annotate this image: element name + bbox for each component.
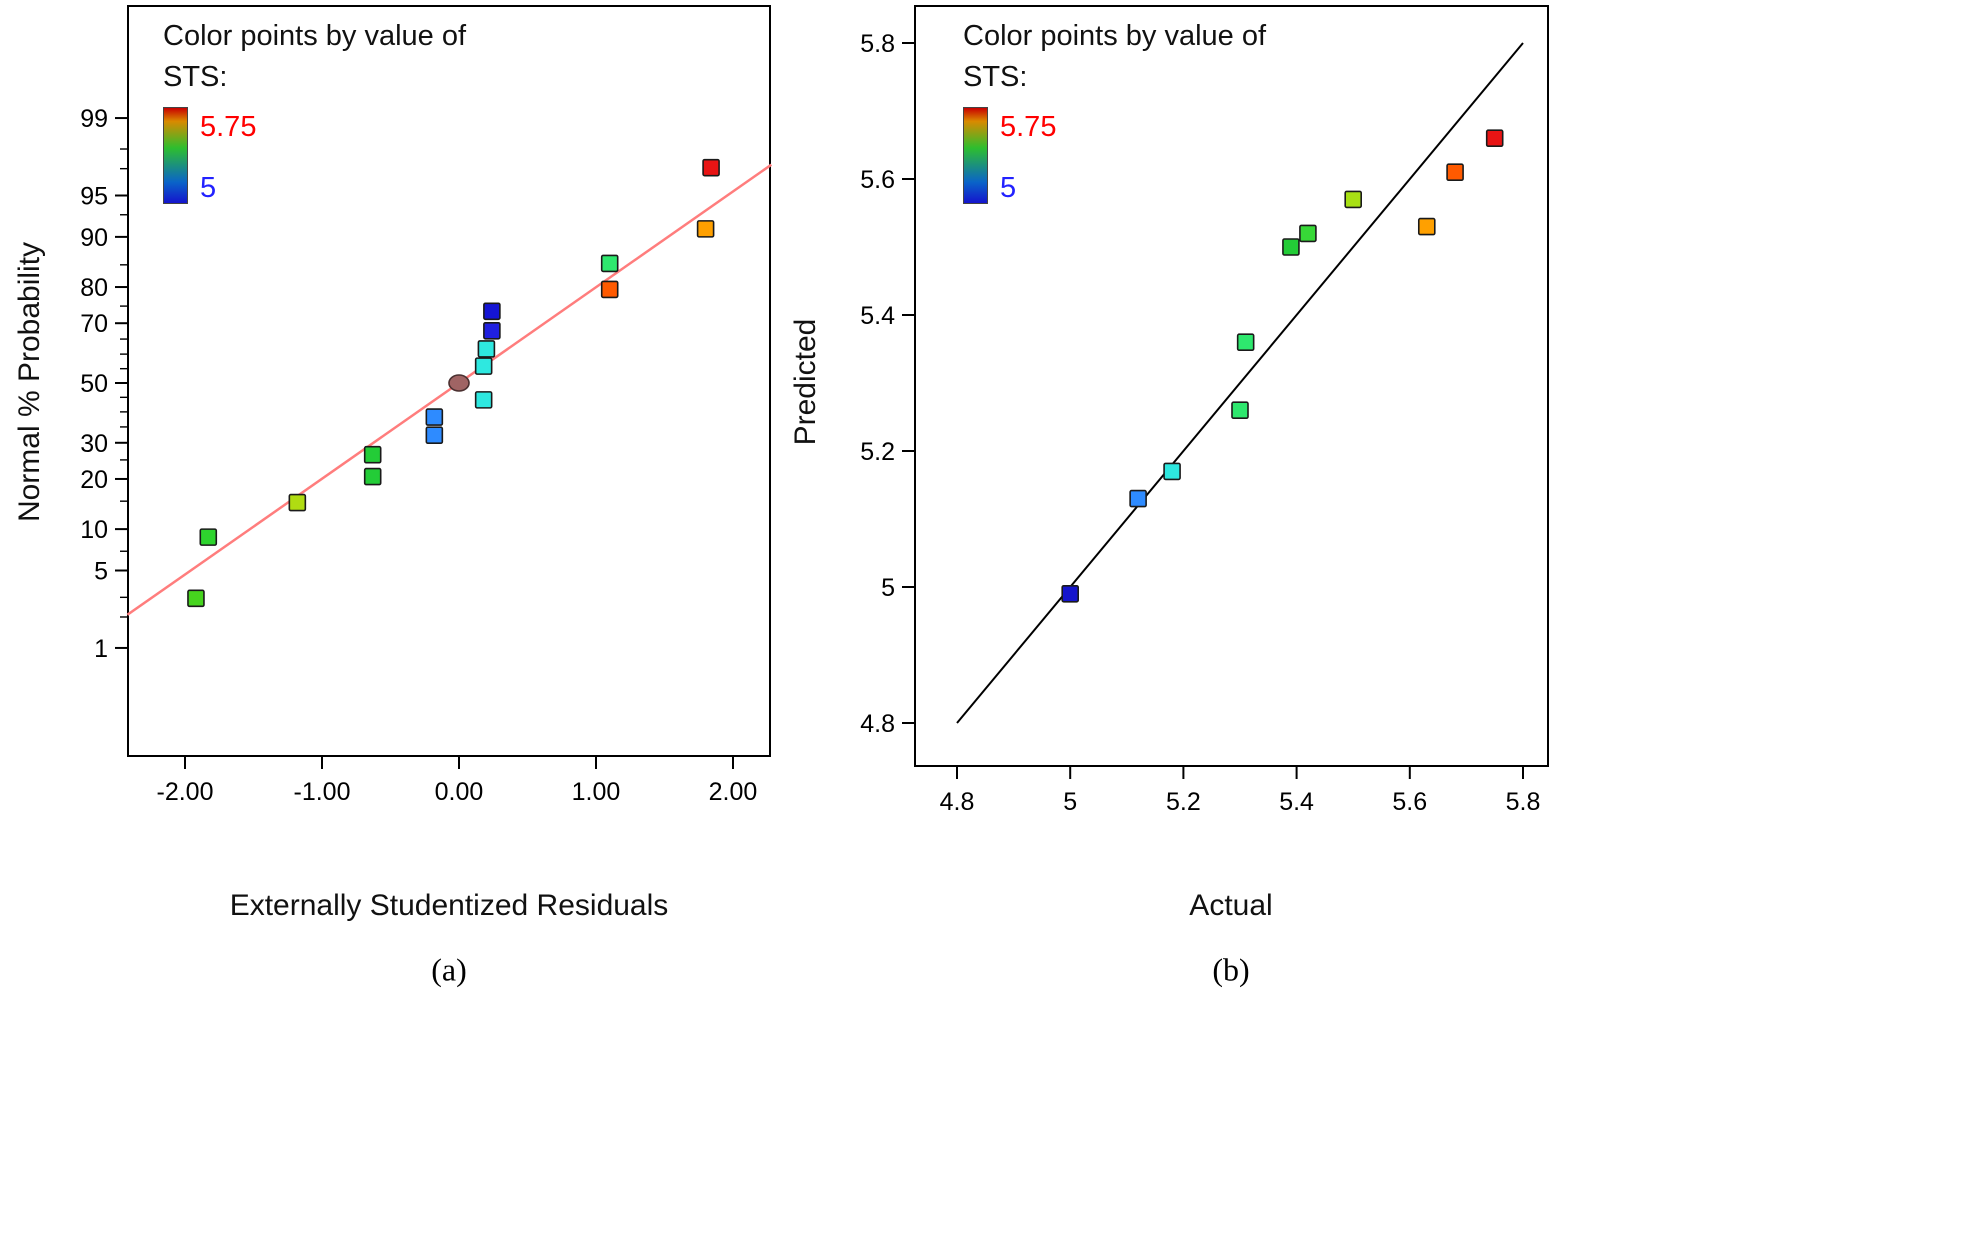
data-point-square-a	[425, 426, 444, 445]
data-point-square-a	[600, 280, 619, 299]
y-tick-label-a: 50	[80, 370, 108, 398]
data-point-square-b	[1417, 217, 1436, 236]
y-tick-label-a: 70	[80, 310, 108, 338]
y-axis-title-a: Normal % Probability	[13, 241, 46, 523]
legend-min-value: 5	[200, 171, 217, 204]
x-tick-label-a: 0.00	[435, 778, 484, 806]
legend-gradient-labels: 5.75 5	[1000, 107, 1056, 208]
data-point-square-b	[1163, 462, 1181, 481]
data-point-square-a	[363, 467, 382, 486]
center-point-circle-a	[448, 374, 470, 392]
subfigure-caption-a: (a)	[431, 951, 467, 988]
data-point-square-a	[702, 158, 720, 177]
y-tick-label-b: 5.6	[860, 166, 895, 194]
data-point-square-b	[1231, 401, 1249, 420]
y-tick-label-b: 4.8	[860, 710, 895, 738]
data-point-square-b	[1299, 224, 1317, 243]
data-point-square-a	[425, 408, 444, 426]
y-tick-label-a: 90	[80, 224, 108, 252]
legend-gradient-bar	[963, 107, 988, 205]
data-point-square-b	[1446, 163, 1464, 181]
data-point-square-a	[187, 589, 205, 608]
x-tick-label-b: 5	[1063, 788, 1077, 816]
y-tick-label-a: 99	[80, 105, 108, 133]
plot-frame-a	[127, 5, 771, 757]
legend-max-value: 5.75	[200, 111, 257, 144]
data-point-square-a	[600, 254, 619, 273]
data-point-square-a	[199, 528, 218, 546]
y-tick-label-a: 30	[80, 430, 108, 458]
x-tick-label-b: 5.6	[1392, 788, 1427, 816]
legend-title-line1: Color points by value of	[963, 20, 1267, 52]
x-tick-label-a: -2.00	[157, 778, 214, 806]
data-point-square-a	[474, 357, 493, 375]
y-tick-label-a: 1	[94, 635, 108, 663]
data-point-square-a	[696, 220, 715, 238]
y-tick-label-a: 5	[94, 557, 108, 585]
legend-variable-name: STS:	[963, 60, 1028, 93]
legend-b: Color points by value of STS: 5.75 5	[963, 16, 1266, 208]
data-point-square-a	[483, 302, 501, 321]
legend-title-line1: Color points by value of	[163, 20, 467, 52]
x-tick-label-b: 5.4	[1279, 788, 1314, 816]
y-tick-label-b: 5.2	[860, 438, 895, 466]
x-axis-title-b: Actual	[1189, 889, 1273, 922]
normal-fit-line-a	[126, 163, 773, 616]
data-point-square-b	[1485, 129, 1504, 147]
y-axis-title-b: Predicted	[789, 318, 822, 446]
identity-line-b	[956, 42, 1524, 724]
x-tick-label-a: -1.00	[294, 778, 351, 806]
data-point-square-a	[288, 493, 307, 512]
y-tick-label-b: 5.4	[860, 302, 895, 330]
data-point-square-b	[1129, 489, 1147, 508]
legend-min-value: 5	[1000, 171, 1017, 204]
data-point-square-a	[363, 445, 382, 464]
x-tick-label-b: 5.8	[1506, 788, 1541, 816]
subfigure-caption-b: (b)	[1212, 951, 1250, 988]
x-tick-label-b: 4.8	[940, 788, 975, 816]
data-point-square-b	[1061, 584, 1079, 603]
y-tick-label-a: 95	[80, 183, 108, 211]
data-point-square-b	[1236, 333, 1255, 352]
legend-variable-name: STS:	[163, 60, 228, 93]
legend-gradient-labels: 5.75 5	[200, 107, 256, 208]
x-axis-title-a: Externally Studentized Residuals	[229, 889, 669, 922]
data-point-square-b	[1282, 238, 1300, 256]
data-point-square-a	[474, 391, 493, 409]
x-tick-label-b: 5.2	[1166, 788, 1201, 816]
data-point-square-a	[483, 321, 501, 340]
data-point-square-b	[1344, 190, 1362, 209]
y-tick-label-a: 80	[80, 274, 108, 302]
y-tick-label-b: 5.8	[860, 30, 895, 58]
legend-gradient-row: 5.75 5	[163, 107, 466, 208]
legend-gradient-bar	[163, 107, 188, 205]
x-tick-label-a: 2.00	[709, 778, 758, 806]
legend-max-value: 5.75	[1000, 111, 1057, 144]
legend-gradient-row: 5.75 5	[963, 107, 1266, 208]
x-tick-label-a: 1.00	[572, 778, 621, 806]
y-tick-label-b: 5	[881, 574, 895, 602]
plot-frame-b	[914, 5, 1549, 767]
legend-a: Color points by value of STS: 5.75 5	[163, 16, 466, 208]
y-tick-label-a: 10	[80, 516, 108, 544]
data-point-square-a	[477, 340, 496, 358]
y-tick-label-a: 20	[80, 466, 108, 494]
